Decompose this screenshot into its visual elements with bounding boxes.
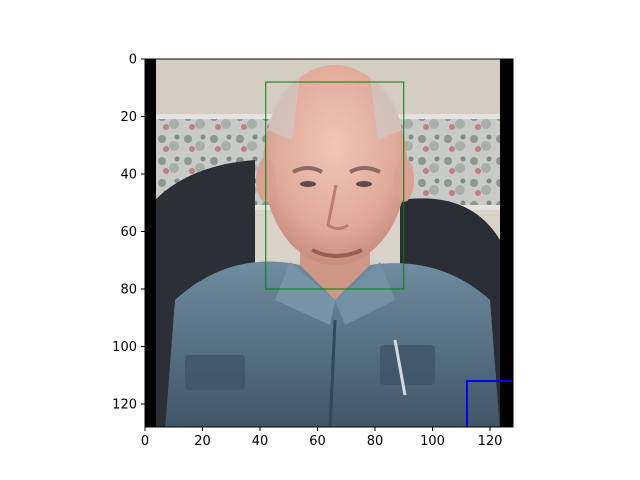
y-tick-label: 120: [112, 398, 137, 413]
face-bounding-box: [265, 81, 405, 290]
y-axis: 0 20 40 60 80 100 120: [112, 53, 145, 413]
axes-frame: [144, 58, 514, 428]
y-tick-label: 80: [120, 283, 137, 298]
y-tick-label: 60: [120, 225, 137, 240]
x-tick-label: 120: [478, 434, 503, 449]
y-tick-label: 20: [120, 110, 137, 125]
left-black-border: [145, 59, 156, 427]
corner-marker: [466, 380, 513, 427]
x-tick-label: 0: [141, 434, 149, 449]
x-tick-label: 20: [194, 434, 211, 449]
y-tick-label: 0: [129, 53, 137, 68]
y-tick-label: 40: [120, 168, 137, 183]
x-tick-label: 80: [367, 434, 384, 449]
right-black-border: [500, 59, 513, 427]
x-tick-label: 100: [420, 434, 445, 449]
x-axis: 0 20 40 60 80 100 120: [141, 427, 503, 449]
y-tick-label: 100: [112, 340, 137, 355]
image-area: [145, 59, 513, 427]
x-tick-label: 60: [309, 434, 326, 449]
portrait-photo: [145, 59, 513, 427]
x-tick-label: 40: [252, 434, 269, 449]
